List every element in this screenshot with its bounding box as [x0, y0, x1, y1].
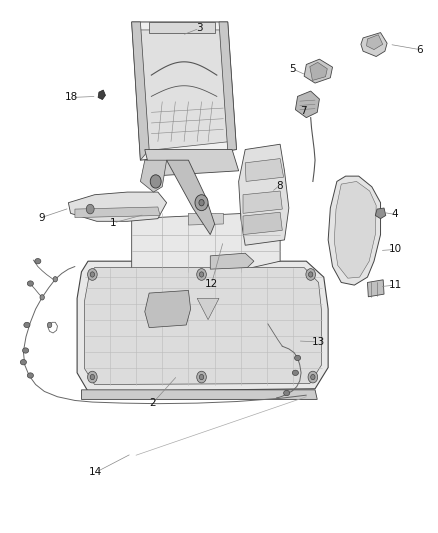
- Polygon shape: [328, 176, 381, 285]
- Ellipse shape: [195, 195, 208, 211]
- Polygon shape: [367, 280, 384, 297]
- Ellipse shape: [150, 175, 161, 188]
- Ellipse shape: [90, 374, 95, 379]
- Ellipse shape: [40, 295, 44, 300]
- Text: 12: 12: [205, 279, 218, 288]
- Polygon shape: [77, 261, 328, 391]
- Ellipse shape: [197, 269, 206, 280]
- Ellipse shape: [24, 322, 30, 328]
- Text: 13: 13: [312, 337, 325, 347]
- Text: 11: 11: [389, 280, 402, 290]
- Ellipse shape: [294, 356, 300, 361]
- Polygon shape: [149, 22, 215, 33]
- Ellipse shape: [35, 259, 41, 264]
- Ellipse shape: [306, 269, 315, 280]
- Polygon shape: [132, 22, 149, 160]
- Ellipse shape: [27, 373, 33, 378]
- Polygon shape: [145, 290, 191, 328]
- Polygon shape: [141, 160, 166, 192]
- Polygon shape: [304, 59, 332, 83]
- Polygon shape: [243, 212, 283, 235]
- Ellipse shape: [197, 371, 206, 383]
- Polygon shape: [239, 144, 289, 245]
- Polygon shape: [98, 90, 106, 100]
- Ellipse shape: [199, 199, 204, 206]
- Polygon shape: [197, 298, 219, 320]
- Polygon shape: [295, 91, 319, 118]
- Text: 4: 4: [392, 209, 398, 220]
- Polygon shape: [138, 30, 230, 151]
- Polygon shape: [310, 62, 327, 80]
- Text: 10: 10: [389, 245, 402, 254]
- Ellipse shape: [20, 360, 26, 365]
- Ellipse shape: [27, 281, 33, 286]
- Polygon shape: [68, 192, 166, 221]
- Ellipse shape: [53, 277, 57, 282]
- Polygon shape: [245, 159, 284, 181]
- Text: 7: 7: [300, 106, 307, 116]
- Polygon shape: [132, 22, 237, 160]
- Ellipse shape: [311, 374, 315, 379]
- Ellipse shape: [292, 370, 298, 375]
- Polygon shape: [188, 213, 223, 225]
- Polygon shape: [361, 33, 387, 56]
- Text: 18: 18: [65, 92, 78, 102]
- Text: 6: 6: [417, 45, 423, 54]
- Ellipse shape: [284, 390, 290, 395]
- Ellipse shape: [22, 348, 28, 353]
- Ellipse shape: [47, 322, 52, 328]
- Polygon shape: [166, 160, 215, 235]
- Text: 2: 2: [149, 398, 156, 408]
- Polygon shape: [132, 213, 280, 272]
- Polygon shape: [375, 208, 386, 219]
- Ellipse shape: [199, 272, 204, 277]
- Polygon shape: [85, 268, 321, 384]
- Ellipse shape: [308, 272, 313, 277]
- Ellipse shape: [308, 371, 318, 383]
- Ellipse shape: [86, 204, 94, 214]
- Ellipse shape: [88, 371, 97, 383]
- Text: 8: 8: [276, 181, 283, 191]
- Polygon shape: [219, 22, 237, 151]
- Text: 1: 1: [110, 218, 117, 228]
- Polygon shape: [145, 150, 239, 176]
- Polygon shape: [75, 207, 160, 217]
- Polygon shape: [81, 390, 317, 399]
- Polygon shape: [210, 253, 254, 269]
- Text: 14: 14: [89, 467, 102, 477]
- Ellipse shape: [199, 374, 204, 379]
- Text: 9: 9: [38, 213, 45, 223]
- Ellipse shape: [88, 269, 97, 280]
- Ellipse shape: [90, 272, 95, 277]
- Text: 3: 3: [196, 23, 203, 34]
- Text: 5: 5: [289, 64, 296, 74]
- Polygon shape: [367, 35, 383, 50]
- Polygon shape: [334, 181, 376, 278]
- Polygon shape: [243, 191, 283, 213]
